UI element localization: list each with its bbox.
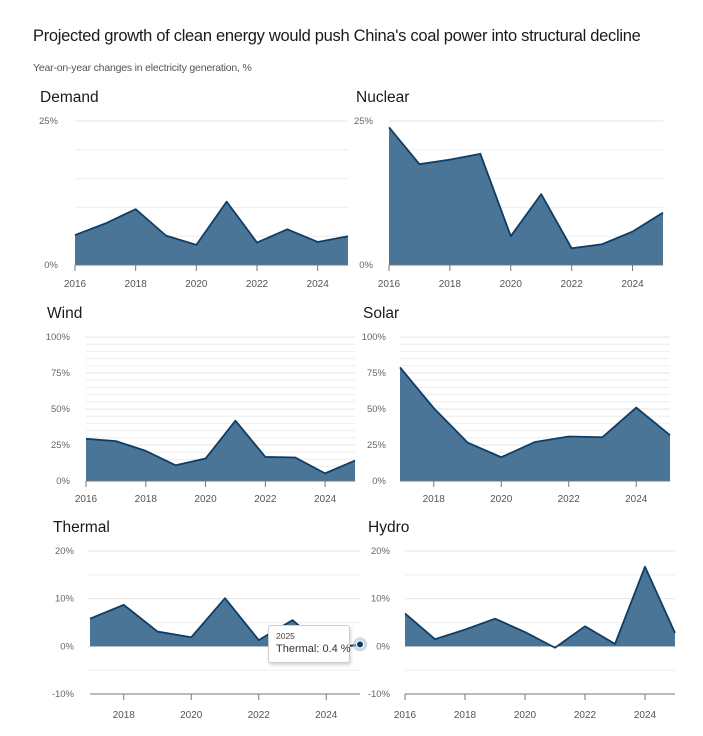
chart-title: Projected growth of clean energy would p… <box>33 27 641 45</box>
y-tick-label: 100% <box>46 332 71 343</box>
x-tick-label: 2024 <box>315 710 338 721</box>
x-tick-label: 2020 <box>194 494 217 505</box>
x-tick-label: 2024 <box>307 279 330 290</box>
x-tick-label: 2018 <box>135 494 158 505</box>
x-tick-label: 2024 <box>634 710 657 721</box>
x-tick-label: 2020 <box>490 494 513 505</box>
y-tick-label: 10% <box>371 594 391 605</box>
y-tick-label: 25% <box>367 440 387 451</box>
y-tick-label: 100% <box>362 332 387 343</box>
x-tick-label: 2016 <box>75 494 98 505</box>
x-tick-label: 2018 <box>439 279 462 290</box>
x-tick-label: 2018 <box>125 279 148 290</box>
area-demand <box>75 201 348 265</box>
x-tick-label: 2020 <box>514 710 537 721</box>
line-hydro <box>404 565 676 649</box>
panel-title-demand: Demand <box>40 89 99 106</box>
x-tick-label: 2024 <box>621 279 644 290</box>
y-tick-label: 0% <box>60 641 74 652</box>
line-demand <box>74 200 349 246</box>
x-tick-label: 2016 <box>378 279 401 290</box>
tooltip: 2025 Thermal: 0.4 % <box>268 625 351 663</box>
x-tick-label: 2020 <box>180 710 203 721</box>
y-tick-label: 0% <box>56 476 70 487</box>
line-solar <box>399 366 671 459</box>
y-tick-label: 25% <box>354 116 374 127</box>
area-wind <box>86 420 355 481</box>
x-tick-label: 2022 <box>558 494 581 505</box>
highlight-marker <box>356 640 364 649</box>
y-tick-label: 20% <box>371 546 391 557</box>
y-tick-label: 75% <box>51 368 71 379</box>
y-tick-label: 50% <box>51 404 71 415</box>
y-tick-label: 20% <box>55 546 75 557</box>
y-tick-label: 25% <box>39 116 59 127</box>
x-tick-label: 2018 <box>454 710 477 721</box>
tooltip-year: 2025 <box>276 631 295 641</box>
x-tick-label: 2020 <box>185 279 208 290</box>
panel-title-nuclear: Nuclear <box>356 89 409 106</box>
y-tick-label: -10% <box>368 689 391 700</box>
y-tick-label: 50% <box>367 404 387 415</box>
panel-title-hydro: Hydro <box>368 519 409 536</box>
x-tick-label: 2024 <box>314 494 337 505</box>
y-tick-label: 25% <box>51 440 71 451</box>
y-tick-label: 0% <box>359 260 373 271</box>
x-tick-label: 2024 <box>625 494 648 505</box>
x-tick-label: 2016 <box>394 710 417 721</box>
panel-title-wind: Wind <box>47 305 82 322</box>
y-tick-label: 0% <box>372 476 386 487</box>
x-tick-label: 2022 <box>248 710 271 721</box>
chart-subtitle: Year-on-year changes in electricity gene… <box>33 62 252 74</box>
y-tick-label: 75% <box>367 368 387 379</box>
area-solar <box>400 367 670 481</box>
y-tick-label: 0% <box>44 260 58 271</box>
area-nuclear <box>389 127 663 265</box>
x-tick-label: 2018 <box>423 494 446 505</box>
line-wind <box>85 419 356 475</box>
x-tick-label: 2022 <box>561 279 584 290</box>
x-tick-label: 2016 <box>64 279 87 290</box>
y-tick-label: 10% <box>55 594 75 605</box>
y-tick-label: 0% <box>376 641 390 652</box>
x-tick-label: 2022 <box>254 494 277 505</box>
x-tick-label: 2018 <box>113 710 136 721</box>
x-tick-label: 2020 <box>500 279 523 290</box>
line-nuclear <box>388 126 664 250</box>
y-tick-label: -10% <box>52 689 75 700</box>
panel-title-thermal: Thermal <box>53 519 110 536</box>
x-tick-label: 2022 <box>246 279 269 290</box>
panel-title-solar: Solar <box>363 305 399 322</box>
x-tick-label: 2022 <box>574 710 597 721</box>
tooltip-value: Thermal: 0.4 % <box>276 643 351 655</box>
